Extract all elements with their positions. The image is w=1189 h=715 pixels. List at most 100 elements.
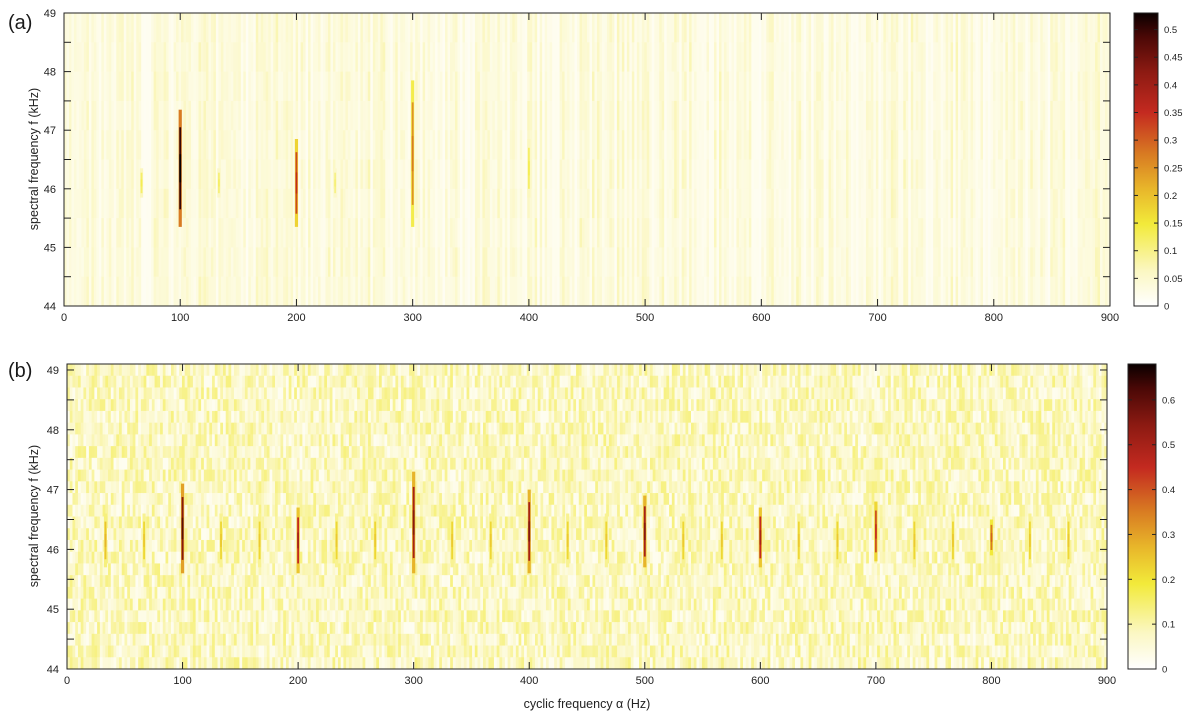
heat-cell	[589, 100, 593, 131]
heat-cell	[268, 218, 272, 248]
heat-cell	[298, 159, 301, 190]
heat-cell	[848, 71, 852, 102]
heat-cell	[741, 130, 745, 160]
heat-cell	[113, 364, 117, 377]
heat-cell	[527, 276, 531, 306]
heat-cell	[430, 100, 433, 131]
heat-cell	[935, 100, 939, 131]
heat-cell	[970, 247, 974, 278]
heat-cell	[308, 276, 311, 306]
heat-cell	[432, 130, 436, 160]
heat-cell	[86, 399, 90, 412]
heat-cell	[753, 159, 757, 190]
heat-cell	[108, 276, 112, 306]
heat-cell	[69, 551, 73, 564]
heat-cell	[462, 13, 466, 43]
heat-cell	[250, 276, 254, 306]
heat-cell	[649, 71, 653, 102]
heat-cell	[390, 42, 394, 72]
heat-cell	[280, 100, 284, 131]
heat-cell	[863, 42, 867, 72]
heat-cell	[674, 42, 678, 72]
heat-cell	[330, 100, 334, 131]
heat-cell	[579, 188, 583, 219]
heat-cell	[91, 399, 95, 412]
heat-cell	[826, 13, 829, 43]
heat-cell	[890, 13, 894, 43]
heat-cell	[599, 100, 603, 131]
heat-cell	[1027, 247, 1031, 278]
heat-cell	[666, 71, 670, 102]
heat-cell	[689, 42, 692, 72]
heat-cell	[1032, 13, 1036, 43]
heat-cell	[826, 130, 829, 160]
heat-cell	[858, 100, 862, 131]
heat-cell	[519, 218, 523, 248]
heat-cell	[666, 188, 670, 219]
heat-cell	[557, 42, 561, 72]
heat-cell	[918, 276, 922, 306]
heat-cell	[836, 130, 839, 160]
heat-cell	[450, 218, 453, 248]
heat-cell	[450, 100, 453, 131]
heat-cell	[88, 218, 92, 248]
heat-cell	[746, 188, 750, 219]
heat-cell	[584, 188, 588, 219]
heat-cell	[806, 13, 810, 43]
heat-cell	[709, 188, 712, 219]
heat-cell	[121, 218, 125, 248]
heat-cell	[474, 159, 478, 190]
heat-cell	[743, 218, 747, 248]
heat-cell	[205, 247, 209, 278]
heat-cell	[171, 42, 174, 72]
heat-cell	[756, 42, 760, 72]
heat-cell	[337, 13, 341, 43]
heat-cell	[430, 218, 433, 248]
heat-cell	[103, 100, 107, 131]
heat-cell	[562, 218, 565, 248]
heat-cell	[99, 528, 103, 541]
heat-cell	[255, 71, 259, 102]
heat-cell	[908, 218, 912, 248]
heat-cell	[609, 71, 613, 102]
heat-cell	[609, 100, 613, 131]
heat-cell	[691, 188, 695, 219]
heat-cell	[355, 42, 359, 72]
heat-cell	[223, 100, 227, 131]
heat-cell	[910, 13, 914, 43]
heat-cell	[1025, 130, 1029, 160]
heat-cell	[171, 218, 174, 248]
heat-cell	[726, 130, 730, 160]
heat-cell	[808, 71, 812, 102]
heat-cell	[113, 247, 117, 278]
heat-cell	[1047, 71, 1051, 102]
heat-cell	[108, 13, 112, 43]
heat-cell	[153, 42, 157, 72]
heat-cell	[102, 622, 106, 635]
heat-cell	[178, 276, 182, 306]
heat-cell	[955, 71, 959, 102]
heat-cell	[459, 276, 463, 306]
heat-cell	[733, 13, 737, 43]
heat-cell	[1100, 100, 1103, 131]
heat-cell	[67, 563, 71, 576]
heat-cell	[1012, 100, 1016, 131]
heat-cell	[320, 218, 324, 248]
heat-cell	[88, 410, 93, 424]
heat-cell	[636, 100, 640, 131]
heat-cell	[127, 551, 131, 564]
heat-cell	[509, 159, 513, 190]
heat-cell	[532, 218, 536, 248]
heat-cell	[1032, 247, 1036, 278]
heat-cell	[1085, 71, 1088, 102]
heat-cell	[265, 42, 269, 72]
heat-cell	[88, 633, 93, 646]
heat-cell	[743, 42, 747, 72]
heat-cell	[303, 130, 306, 160]
heat-cell	[86, 130, 90, 160]
heat-cell	[86, 528, 90, 541]
heat-cell	[124, 387, 128, 400]
heat-cell	[235, 130, 239, 160]
heat-cell	[283, 130, 287, 160]
heat-cell	[654, 13, 658, 43]
